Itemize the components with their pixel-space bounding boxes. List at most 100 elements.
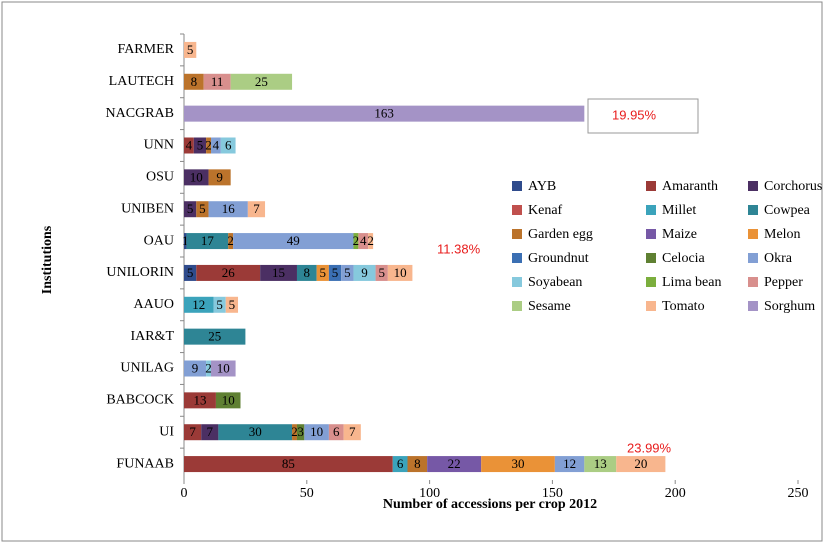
bar-segment xyxy=(213,296,226,313)
segment-label: 20 xyxy=(634,456,647,471)
legend-swatch xyxy=(646,277,656,287)
legend-label: Sorghum xyxy=(764,299,815,314)
bar-segment xyxy=(211,137,221,154)
legend-label: Kenaf xyxy=(528,203,563,218)
bar-segment xyxy=(220,137,236,154)
segment-label: 4 xyxy=(213,137,220,152)
bar-segment xyxy=(184,73,204,90)
legend-label: Millet xyxy=(662,203,696,218)
legend-label: Pepper xyxy=(764,275,803,290)
segment-label: 5 xyxy=(378,265,385,280)
segment-label: 49 xyxy=(287,233,300,248)
y-tick-label: UNIBEN xyxy=(121,201,174,216)
bar-segment xyxy=(184,296,214,313)
segment-label: 8 xyxy=(414,456,421,471)
segment-label: 5 xyxy=(199,201,206,216)
y-tick-label: FUNAAB xyxy=(116,456,174,471)
segment-label: 5 xyxy=(344,265,351,280)
bar-segment xyxy=(218,424,293,441)
segment-label: 7 xyxy=(207,424,214,439)
y-tick-label: UNN xyxy=(144,138,174,153)
legend-label: Okra xyxy=(764,251,793,266)
segment-label: 17 xyxy=(201,233,215,248)
segment-label: 30 xyxy=(512,456,525,471)
segment-label: 2 xyxy=(205,360,212,375)
x-tick-label: 0 xyxy=(181,486,188,501)
segment-label: 6 xyxy=(225,137,232,152)
segment-label: 1 xyxy=(182,233,189,248)
y-tick-label: UI xyxy=(159,424,174,439)
segment-label: 15 xyxy=(272,265,285,280)
bar-segment xyxy=(208,201,248,218)
x-tick-label: 100 xyxy=(419,486,440,501)
bar-segment xyxy=(228,233,234,250)
y-tick-label: BABCOCK xyxy=(106,393,174,408)
bar-segment xyxy=(407,456,428,473)
segment-label: 2 xyxy=(291,424,298,439)
x-tick-label: 50 xyxy=(300,486,314,501)
bar-segment xyxy=(184,456,393,473)
bar-segment xyxy=(584,456,617,473)
bar-segment xyxy=(616,456,666,473)
segment-label: 11 xyxy=(211,74,224,89)
segment-label: 5 xyxy=(197,137,204,152)
bar-segment xyxy=(206,137,212,154)
segment-label: 6 xyxy=(397,456,404,471)
segment-label: 8 xyxy=(304,265,311,280)
bar-segment xyxy=(184,264,197,281)
legend-swatch xyxy=(646,181,656,191)
bar-segment xyxy=(304,424,329,441)
annotation: 23.99% xyxy=(627,440,672,455)
legend-swatch xyxy=(512,253,522,263)
legend-swatch xyxy=(646,253,656,263)
bar-segment xyxy=(196,201,209,218)
segment-label: 5 xyxy=(320,265,327,280)
bar-segment xyxy=(184,137,194,154)
y-axis-label: Institutions xyxy=(40,225,55,294)
x-tick-label: 250 xyxy=(788,486,809,501)
bar-segment xyxy=(193,137,207,154)
segment-label: 2 xyxy=(205,137,212,152)
segment-label: 85 xyxy=(282,456,295,471)
segment-label: 25 xyxy=(255,74,268,89)
y-tick-label: UNILAG xyxy=(120,361,174,376)
segment-label: 22 xyxy=(448,456,461,471)
bar-segment xyxy=(233,233,354,250)
legend-swatch xyxy=(512,277,522,287)
bar-segment xyxy=(328,264,342,281)
annotation-box xyxy=(587,98,699,134)
segment-label: 12 xyxy=(192,297,205,312)
segment-label: 5 xyxy=(187,42,194,57)
bar-segment xyxy=(247,201,266,218)
bar-segment xyxy=(208,169,231,186)
segment-label: 2 xyxy=(227,233,234,248)
bar-segment xyxy=(341,264,354,281)
x-tick-label: 200 xyxy=(665,486,686,501)
y-tick-label: NACGRAB xyxy=(106,106,174,121)
segment-label: 2 xyxy=(353,233,360,248)
segment-label: 4 xyxy=(360,233,367,248)
segment-label: 10 xyxy=(222,392,235,407)
segment-label: 10 xyxy=(394,265,407,280)
bar-segment xyxy=(392,456,408,473)
bar-segment xyxy=(358,233,369,250)
bar-segment xyxy=(230,73,293,90)
segment-label: 6 xyxy=(333,424,340,439)
legend-swatch xyxy=(748,301,758,311)
legend-swatch xyxy=(512,229,522,239)
bar-segment xyxy=(184,105,585,122)
segment-label: 30 xyxy=(249,424,262,439)
bar-segment xyxy=(353,233,359,250)
bar-segment xyxy=(184,392,216,409)
segment-label: 10 xyxy=(190,169,203,184)
bar-segment xyxy=(368,233,374,250)
bar-segment xyxy=(292,424,297,441)
legend-label: Sesame xyxy=(528,299,571,314)
legend-swatch xyxy=(748,181,758,191)
legend-label: Corchorus xyxy=(764,179,822,194)
bar-segment xyxy=(387,264,413,281)
bar-segment xyxy=(203,73,231,90)
legend-swatch xyxy=(748,253,758,263)
legend-swatch xyxy=(512,181,522,191)
